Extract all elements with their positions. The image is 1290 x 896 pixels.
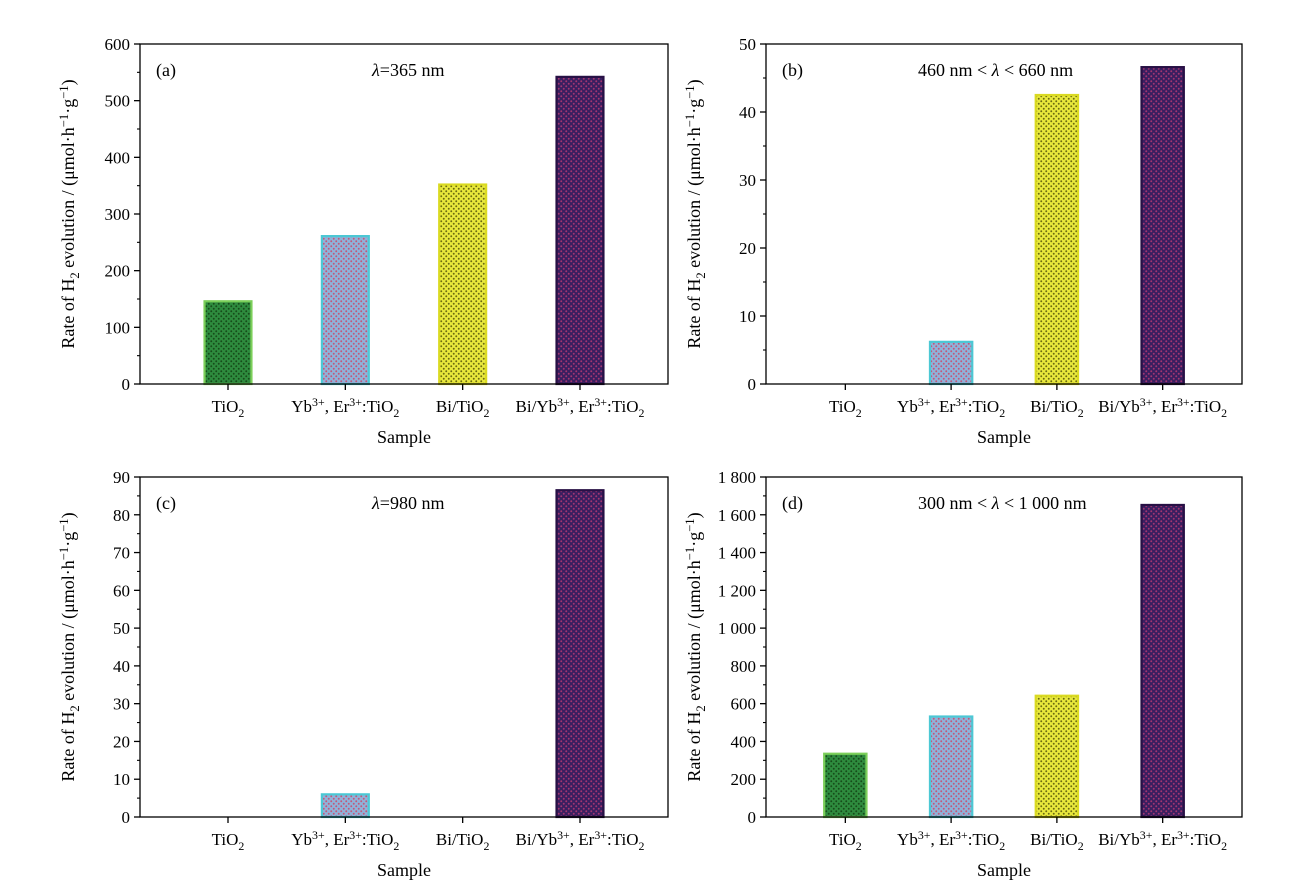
y-tick-label: 1 600	[718, 506, 756, 525]
y-tick-label: 0	[748, 375, 757, 394]
x-tick-label-tio2: TiO2	[212, 830, 245, 853]
bar-bi-yb3-er3-tio2	[555, 489, 605, 819]
bar-yb3-er3-tio2	[320, 235, 370, 386]
x-tick-label-bi-tio2: Bi/TiO2	[1030, 397, 1084, 420]
y-tick-label: 50	[739, 35, 756, 54]
y-axis-title: Rate of H2 evolution / (μmol·h−1·g−1)	[683, 79, 708, 348]
y-tick-label: 300	[105, 205, 131, 224]
panel-label: (d)	[782, 493, 803, 514]
y-tick-label: 10	[113, 770, 130, 789]
bar-bi-tio2	[1034, 93, 1080, 386]
bar-bi-yb3-er3-tio2	[1140, 66, 1185, 386]
panel-b: 0 10 20 30 40 50 TiO2 Yb3+, Er3+:TiO2 Bi/TiO2 Bi/…	[683, 35, 1243, 447]
y-axis-title: Rate of H2 evolution / (μmol·h−1·g−1)	[683, 512, 708, 781]
x-tick-label-yb3-er3-tio2: Yb3+, Er3+:TiO2	[291, 828, 399, 853]
y-tick-label: 200	[731, 770, 757, 789]
y-tick-label: 1 400	[718, 544, 756, 563]
x-axis-title: Sample	[377, 427, 431, 447]
y-tick-label: 30	[113, 695, 130, 714]
x-tick-label-tio2: TiO2	[829, 830, 862, 853]
y-tick-label: 20	[739, 239, 756, 258]
bar-bi-tio2	[438, 183, 488, 386]
y-tick-label: 200	[105, 262, 131, 281]
y-tick-label: 70	[113, 544, 130, 563]
condition-annotation: λ=980 nm	[371, 493, 444, 513]
panel-label: (a)	[156, 60, 176, 81]
panel-label: (c)	[156, 493, 176, 514]
y-tick-label: 600	[731, 695, 757, 714]
y-tick-label: 400	[105, 148, 131, 167]
y-tick-label: 600	[105, 35, 131, 54]
x-tick-label-yb3-er3-tio2: Yb3+, Er3+:TiO2	[897, 828, 1005, 853]
y-tick-label: 0	[748, 808, 757, 827]
y-tick-label: 1 000	[718, 619, 756, 638]
panel-a: 0 100 200 300 400 500 600 TiO2 Yb3+, Er3+:TiO2 Bi…	[57, 35, 669, 447]
x-tick-label-bi-yb3-er3-tio2: Bi/Yb3+, Er3+:TiO2	[1098, 828, 1227, 853]
x-tick-label-yb3-er3-tio2: Yb3+, Er3+:TiO2	[897, 395, 1005, 420]
panel-label: (b)	[782, 60, 803, 81]
y-tick-label: 40	[113, 657, 130, 676]
y-tick-label: 30	[739, 171, 756, 190]
bar-yb3-er3-tio2	[320, 793, 370, 819]
x-tick-label-bi-tio2: Bi/TiO2	[1030, 830, 1084, 853]
bar-yb3-er3-tio2	[928, 715, 974, 819]
y-tick-label: 20	[113, 732, 130, 751]
x-tick-label-bi-tio2: Bi/TiO2	[436, 830, 490, 853]
y-tick-label: 400	[731, 732, 757, 751]
y-axis-title: Rate of H2 evolution / (μmol·h−1·g−1)	[57, 79, 82, 348]
x-axis-title: Sample	[977, 860, 1031, 880]
y-tick-label: 800	[731, 657, 757, 676]
condition-annotation: 300 nm < λ < 1 000 nm	[918, 493, 1087, 513]
x-tick-label-tio2: TiO2	[829, 397, 862, 420]
y-tick-label: 0	[122, 375, 131, 394]
bar-yb3-er3-tio2	[928, 340, 974, 386]
y-tick-label: 100	[105, 318, 131, 337]
y-axis-title: Rate of H2 evolution / (μmol·h−1·g−1)	[57, 512, 82, 781]
bar-bi-tio2	[1034, 694, 1080, 819]
bar-bi-yb3-er3-tio2	[1140, 503, 1185, 819]
bar-tio2	[203, 300, 253, 386]
x-axis-title: Sample	[377, 860, 431, 880]
x-tick-label-bi-tio2: Bi/TiO2	[436, 397, 490, 420]
x-tick-label-yb3-er3-tio2: Yb3+, Er3+:TiO2	[291, 395, 399, 420]
x-tick-label-bi-yb3-er3-tio2: Bi/Yb3+, Er3+:TiO2	[516, 395, 645, 420]
panel-c: 0 10 20 30 40 50 60 70 80 90 TiO2 Yb3+, Er3+:TiO2 Bi…	[57, 468, 669, 880]
y-tick-label: 500	[105, 92, 131, 111]
bar-tio2	[823, 752, 868, 819]
condition-annotation: λ=365 nm	[371, 60, 444, 80]
y-tick-label: 80	[113, 506, 130, 525]
x-tick-label-bi-yb3-er3-tio2: Bi/Yb3+, Er3+:TiO2	[516, 828, 645, 853]
panel-d: 0 200 400 600 800 1 000 1 200 1 400 1 600 1 800 Ti…	[683, 468, 1243, 880]
x-tick-label-bi-yb3-er3-tio2: Bi/Yb3+, Er3+:TiO2	[1098, 395, 1227, 420]
y-tick-label: 0	[122, 808, 131, 827]
condition-annotation: 460 nm < λ < 660 nm	[918, 60, 1073, 80]
y-tick-label: 1 200	[718, 581, 756, 600]
y-tick-label: 1 800	[718, 468, 756, 487]
bar-bi-yb3-er3-tio2	[555, 75, 605, 386]
y-tick-label: 40	[739, 103, 756, 122]
y-tick-label: 90	[113, 468, 130, 487]
x-tick-label-tio2: TiO2	[212, 397, 245, 420]
y-tick-label: 50	[113, 619, 130, 638]
y-tick-label: 10	[739, 307, 756, 326]
y-tick-label: 60	[113, 581, 130, 600]
x-axis-title: Sample	[977, 427, 1031, 447]
